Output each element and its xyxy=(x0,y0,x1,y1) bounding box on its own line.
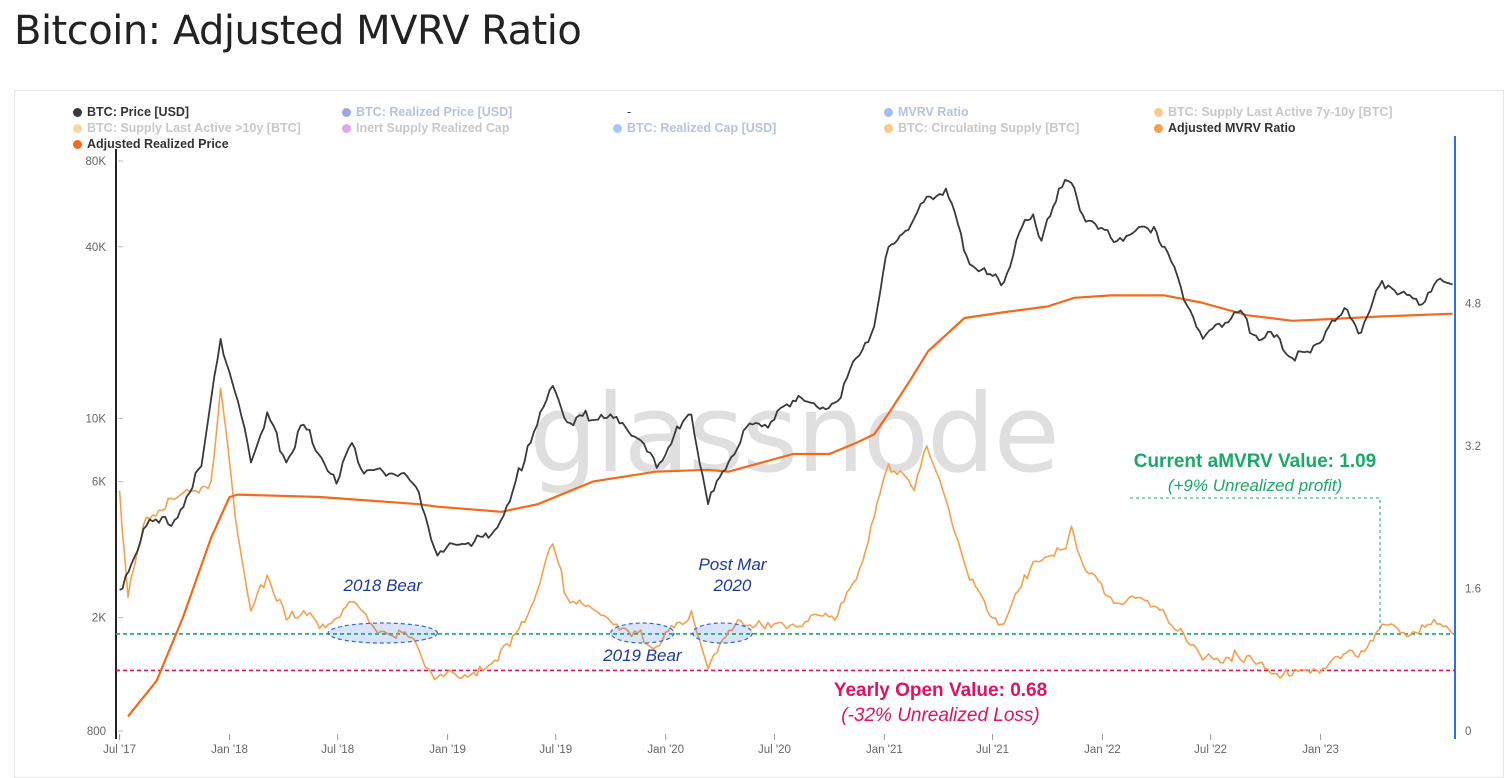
legend-item-btc-price[interactable]: BTC: Price [USD] xyxy=(73,105,189,119)
chart-panel: BTC: Price [USD] BTC: Realized Price [US… xyxy=(14,90,1504,778)
x-tick-label: Jan '22 xyxy=(1084,744,1121,756)
legend-item-realized-price[interactable]: BTC: Realized Price [USD] xyxy=(342,105,512,119)
legend-dot xyxy=(342,124,351,133)
page-title: Bitcoin: Adjusted MVRV Ratio xyxy=(14,8,582,54)
annotation-yearly-title: Yearly Open Value: 0.68 xyxy=(834,680,1047,701)
y-right-tick-label: 3.2 xyxy=(1465,441,1481,453)
x-tick-label: Jul '17 xyxy=(103,744,136,756)
y-right-tick-label: 4.8 xyxy=(1465,299,1481,311)
bear-2018-ellipse xyxy=(327,622,439,644)
x-tick-label: Jan '18 xyxy=(211,744,248,756)
legend-dot xyxy=(342,108,351,117)
annotation-current-sub: (+9% Unrealized profit) xyxy=(1168,476,1342,495)
x-tick-label: Jul '18 xyxy=(321,744,354,756)
x-tick-label: Jul '19 xyxy=(539,744,572,756)
chart-svg: glassnode 800 2K 6K 10K 40K 80K 0 1.6 3.2 4.8 Jul '… xyxy=(86,136,1481,756)
annotation-current-connector xyxy=(1130,497,1381,632)
x-tick-label: Jan '19 xyxy=(429,744,466,756)
legend-dot xyxy=(73,124,82,133)
legend-item-circulating-supply[interactable]: BTC: Circulating Supply [BTC] xyxy=(884,121,1079,135)
y-left-tick-label: 10K xyxy=(86,413,107,425)
legend-dot xyxy=(1154,108,1163,117)
x-tick-label: Jan '21 xyxy=(866,744,903,756)
legend-item-adj-realized-price[interactable]: Adjusted Realized Price xyxy=(73,137,229,151)
y-left-tick-label: 2K xyxy=(92,613,106,625)
legend-item-supply-7y-10y[interactable]: BTC: Supply Last Active 7y-10y [BTC] xyxy=(1154,105,1393,119)
y-left-tick-label: 40K xyxy=(86,242,107,254)
annotation-2019-bear: 2019 Bear xyxy=(602,646,683,665)
legend-item-supply-10y[interactable]: BTC: Supply Last Active >10y [BTC] xyxy=(73,121,301,135)
legend-item-realized-cap[interactable]: BTC: Realized Cap [USD] xyxy=(613,121,776,135)
watermark: glassnode xyxy=(529,372,1058,497)
series-line-adjusted-mvrv xyxy=(118,387,1454,681)
legend-item-mvrv-ratio[interactable]: MVRV Ratio xyxy=(884,105,969,119)
legend-dot xyxy=(73,140,82,149)
y-left-tick-label: 800 xyxy=(87,726,106,738)
bear-2019-ellipse xyxy=(610,622,675,644)
y-right-tick-label: 1.6 xyxy=(1465,584,1481,596)
annotation-post-mar-line1: Post Mar xyxy=(698,555,767,574)
y-left-tick-label: 6K xyxy=(92,477,106,489)
annotation-post-mar-line2: 2020 xyxy=(713,576,752,595)
post-mar-2020-ellipse xyxy=(691,622,753,644)
legend-item-inert-supply[interactable]: Inert Supply Realized Cap xyxy=(342,121,510,135)
y-right-tick-label: 0 xyxy=(1465,726,1471,738)
legend-dot xyxy=(1154,124,1163,133)
annotation-yearly-sub: (-32% Unrealized Loss) xyxy=(841,705,1040,726)
x-tick-label: Jan '23 xyxy=(1302,744,1339,756)
y-left-tick-label: 80K xyxy=(86,156,107,168)
legend-dot xyxy=(884,124,893,133)
x-tick-label: Jul '21 xyxy=(976,744,1009,756)
legend-dot xyxy=(613,124,622,133)
x-tick-label: Jan '20 xyxy=(647,744,684,756)
x-tick-label: Jul '22 xyxy=(1194,744,1227,756)
legend-item-amvrv[interactable]: Adjusted MVRV Ratio xyxy=(1154,121,1296,135)
series-line-btc-price xyxy=(119,179,1453,591)
legend-dot xyxy=(73,108,82,117)
annotation-current-title: Current aMVRV Value: 1.09 xyxy=(1134,451,1377,472)
legend-item-dash[interactable]: - xyxy=(627,105,632,119)
annotation-2018-bear: 2018 Bear xyxy=(343,576,424,595)
x-tick-label: Jul '20 xyxy=(758,744,791,756)
series-line-adjusted-realized-price xyxy=(127,294,1453,718)
legend-dot xyxy=(884,108,893,117)
